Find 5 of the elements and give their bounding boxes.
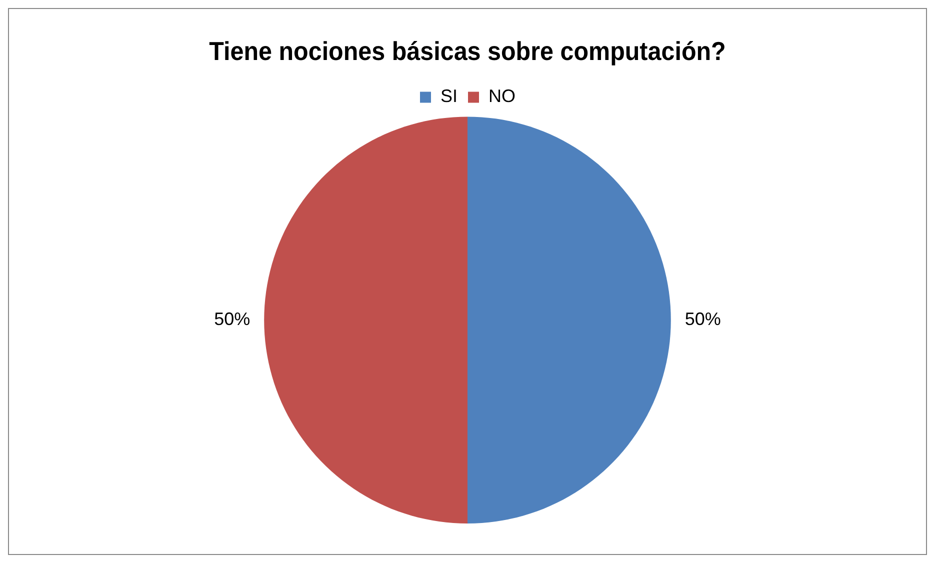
- legend-label: NO: [488, 86, 516, 106]
- data-label: 50%: [684, 309, 721, 330]
- legend-label: SI: [440, 86, 458, 106]
- data-label: 50%: [214, 309, 250, 330]
- chart-title: Tiene nociones básicas sobre computación?: [209, 37, 726, 66]
